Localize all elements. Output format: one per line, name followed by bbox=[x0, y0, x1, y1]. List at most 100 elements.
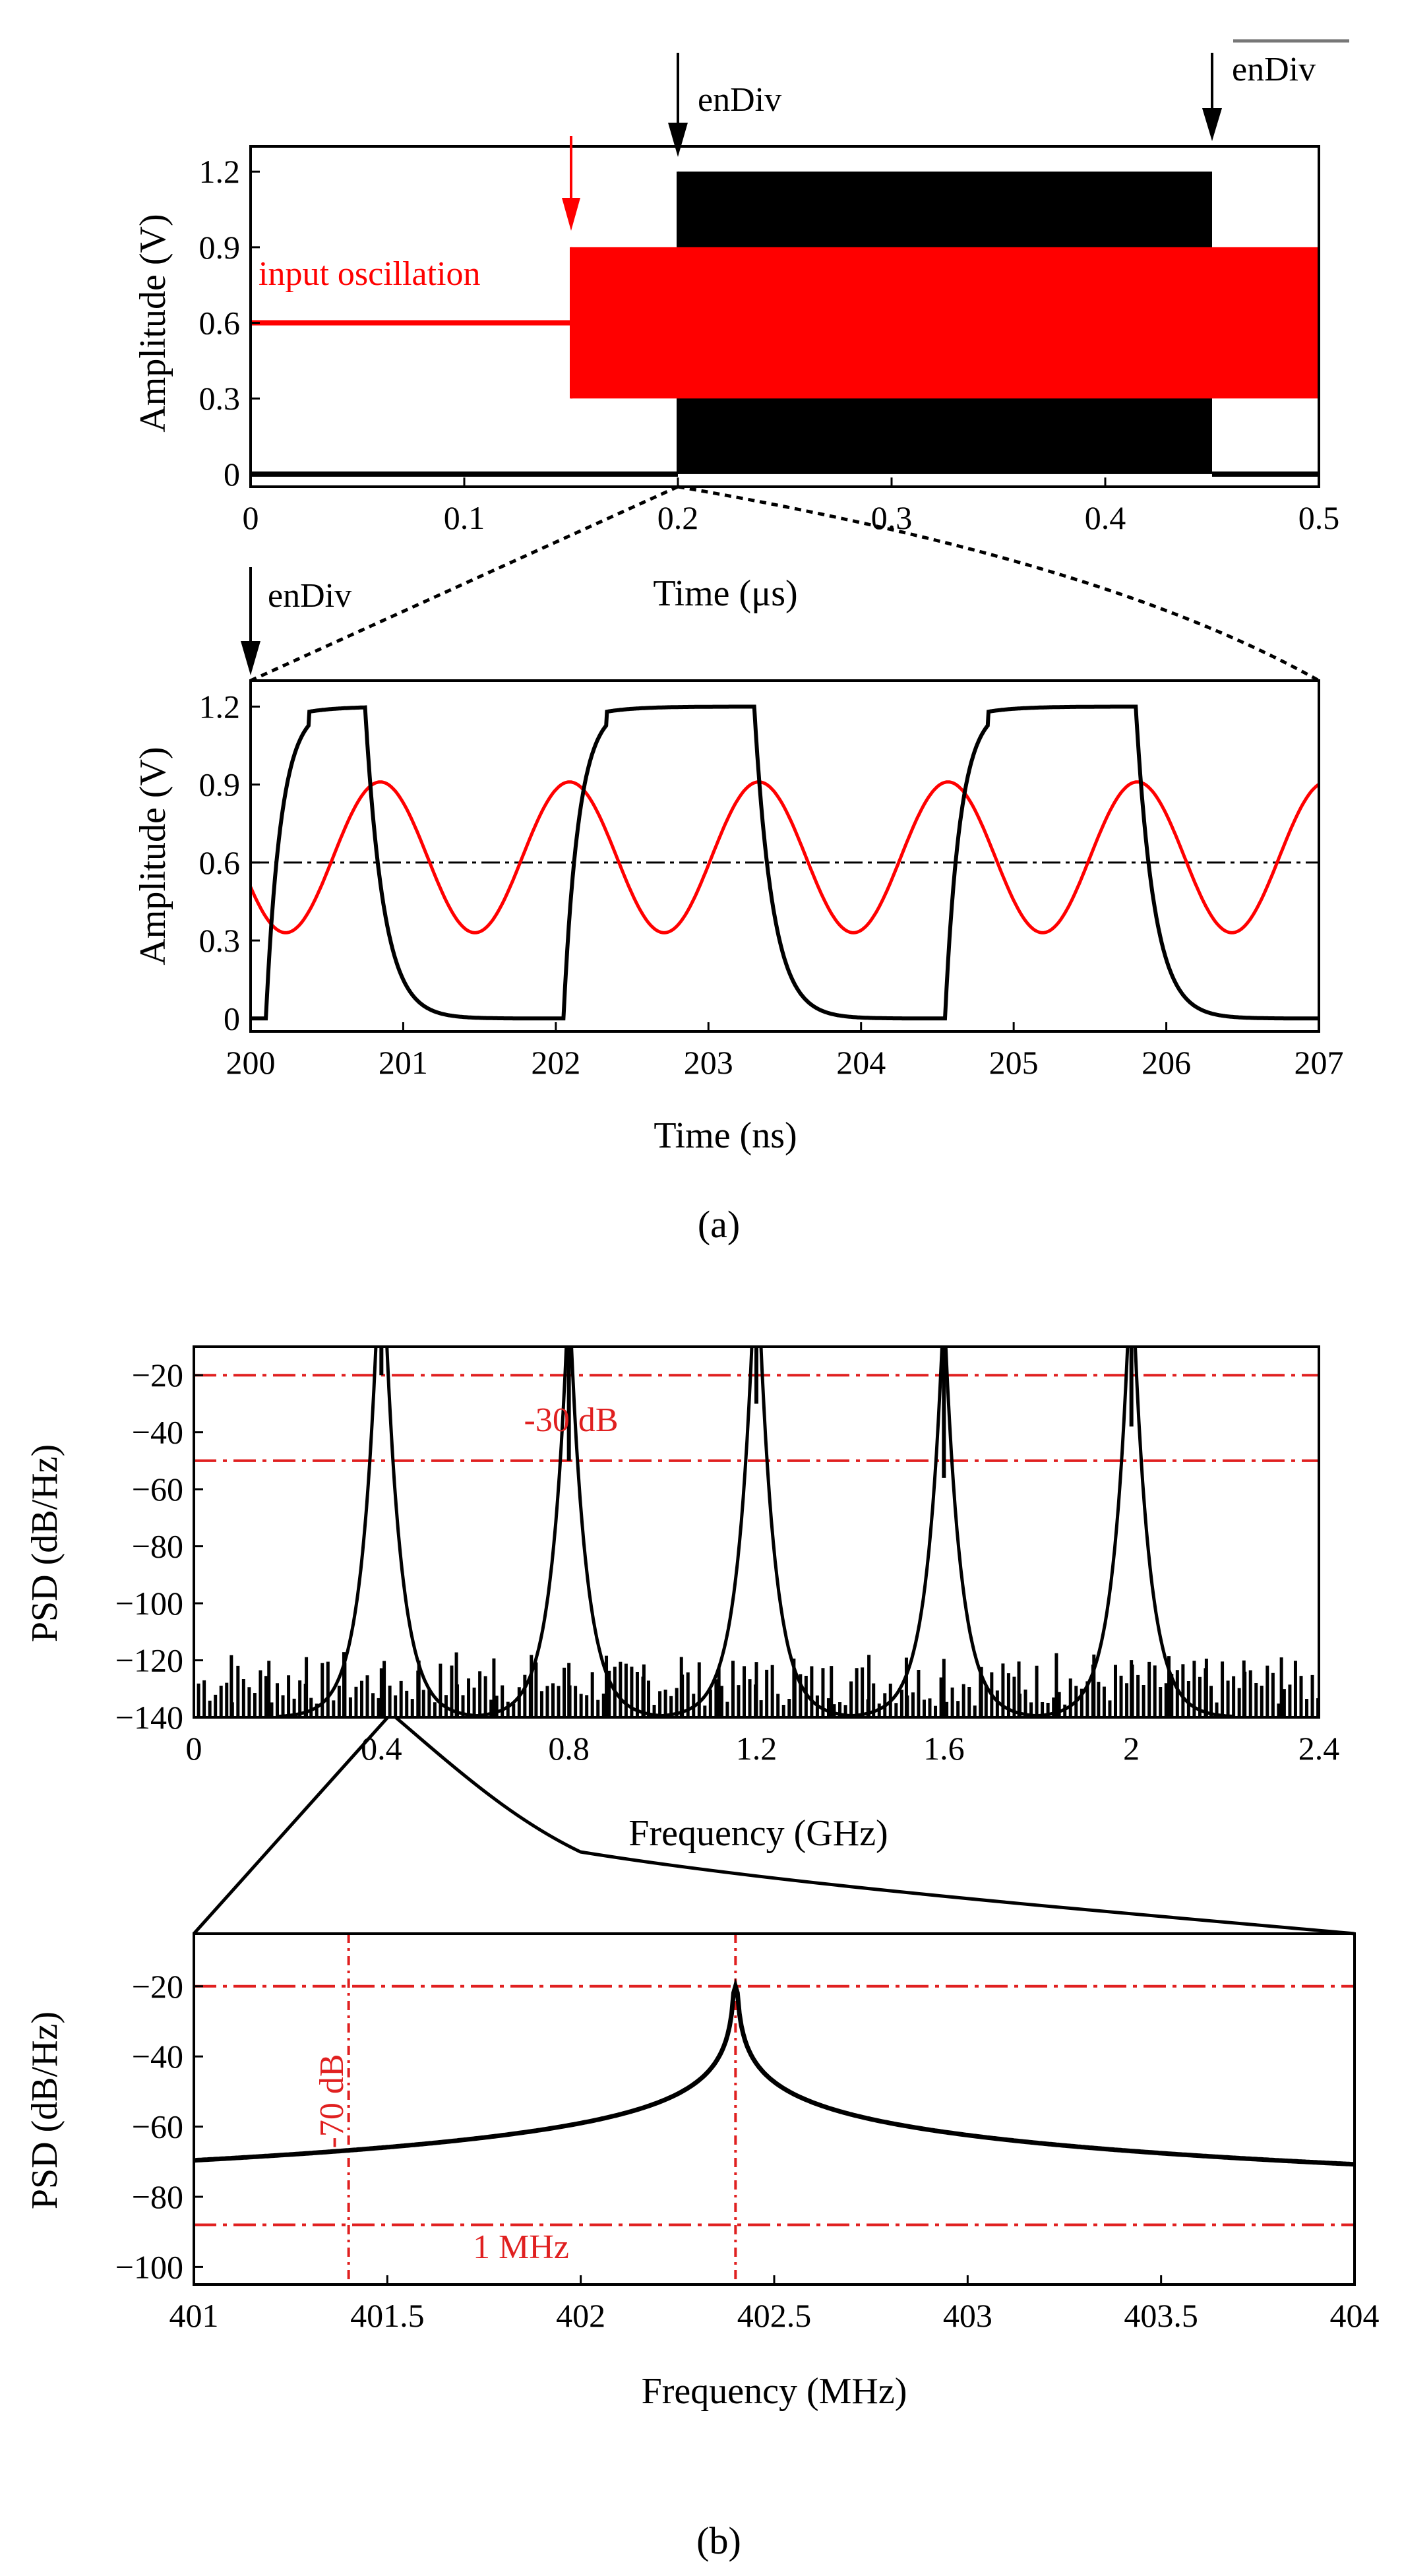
b2-x-tick-label: 403 bbox=[943, 2297, 992, 2334]
a2-x-tick-label: 205 bbox=[989, 1044, 1039, 1081]
a2-y-tick-label: 0 bbox=[224, 1000, 240, 1037]
a2-endiv-label: enDiv bbox=[268, 577, 351, 615]
a2-x-tick-label: 203 bbox=[684, 1044, 733, 1081]
b2-y-tick-label: −60 bbox=[132, 2108, 183, 2145]
b1-x-tick-label: 2 bbox=[1123, 1730, 1140, 1767]
a2-y-axis-label: Amplitude (V) bbox=[133, 747, 173, 965]
a1-endiv-off-arrow bbox=[1202, 53, 1222, 141]
a1-input-oscillation-label: input oscillation bbox=[259, 255, 481, 293]
b1-x-tick-label: 1.6 bbox=[923, 1730, 965, 1767]
b2-y-tick-label: −100 bbox=[115, 2248, 183, 2285]
a1-plot-area bbox=[251, 171, 1319, 477]
b1-x-tick-label: 0.4 bbox=[361, 1730, 402, 1767]
b1-y-axis-label: PSD (dB/Hz) bbox=[24, 1444, 65, 1642]
b1-y-tick-label: −140 bbox=[115, 1699, 183, 1736]
a1-endiv-off-label: enDiv bbox=[1232, 51, 1316, 88]
b1-y-ticks: −20 −40 −60 −80 −100 −120 −140 bbox=[115, 1357, 203, 1736]
b2-y-tick-label: −80 bbox=[132, 2178, 183, 2215]
a1-y-tick-label: 0.3 bbox=[199, 380, 241, 417]
b2-y-ticks: −20 −40 −60 −80 −100 bbox=[115, 1968, 203, 2285]
a2-series-divider-output bbox=[251, 704, 1319, 1021]
a2-x-axis-label: Time (ns) bbox=[654, 1115, 797, 1156]
a1-x-ticks: 0 0.1 0.2 0.3 0.4 0.5 bbox=[243, 477, 1340, 536]
a2-x-tick-label: 202 bbox=[531, 1044, 580, 1081]
a1-x-tick-label: 0 bbox=[243, 499, 259, 536]
chart-b1: 0 0.4 0.8 1.2 1.6 2 2.4 −20 −40 −60 −80 −100 −120 −1… bbox=[24, 1345, 1340, 1854]
a2-endiv-arrow bbox=[241, 567, 260, 675]
b2-y-tick-label: −20 bbox=[132, 1968, 183, 2005]
b2-psd-curve bbox=[194, 1978, 1355, 2167]
b1-x-axis-label: Frequency (GHz) bbox=[628, 1813, 888, 1854]
a2-x-tick-label: 201 bbox=[379, 1044, 428, 1081]
b2-y-tick-label: −40 bbox=[132, 2038, 183, 2075]
a2-x-ticks: 200 201 202 203 204 205 206 207 bbox=[226, 1022, 1344, 1081]
a2-x-tick-label: 207 bbox=[1295, 1044, 1344, 1081]
a1-y-tick-label: 0.9 bbox=[199, 229, 241, 266]
a2-y-tick-label: 0.9 bbox=[199, 766, 241, 803]
b2-x-tick-label: 401 bbox=[169, 2297, 219, 2334]
a2-x-tick-label: 204 bbox=[836, 1044, 886, 1081]
chart-b2: 401 401.5 402 402.5 403 403.5 404 −20 −40 −60 −80… bbox=[24, 1932, 1380, 2412]
b2-delta-label: -70 dB bbox=[313, 2054, 351, 2149]
a2-frame bbox=[249, 679, 1320, 1033]
a2-y-ticks: 0 0.3 0.6 0.9 1.2 bbox=[199, 688, 260, 1037]
b1-y-tick-label: −60 bbox=[132, 1471, 183, 1508]
b1-x-tick-label: 1.2 bbox=[736, 1730, 777, 1767]
a1-y-ticks: 0 0.3 0.6 0.9 1.2 bbox=[199, 153, 260, 493]
b2-x-tick-label: 403.5 bbox=[1124, 2297, 1198, 2334]
a2-y-tick-label: 1.2 bbox=[199, 688, 241, 725]
a1-y-tick-label: 0 bbox=[224, 456, 240, 493]
a1-x-tick-label: 0.5 bbox=[1298, 499, 1340, 536]
a1-y-tick-label: 1.2 bbox=[199, 153, 241, 190]
b1-x-tick-label: 0 bbox=[186, 1730, 202, 1767]
b2-x-tick-label: 402.5 bbox=[737, 2297, 812, 2334]
b1-y-tick-label: −120 bbox=[115, 1642, 183, 1679]
b1-plot-area bbox=[194, 1347, 1319, 1717]
b2-x-tick-label: 402 bbox=[556, 2297, 605, 2334]
b2-offset-label: 1 MHz bbox=[473, 2228, 569, 2266]
a1-frame bbox=[249, 145, 1320, 488]
chart-a2: 200 201 202 203 204 205 206 207 0 0.3 0.6 0.9 1.2 T… bbox=[133, 567, 1344, 1156]
b2-y-axis-label: PSD (dB/Hz) bbox=[24, 2011, 65, 2209]
a1-x-tick-label: 0.4 bbox=[1085, 499, 1126, 536]
zoom-connector-a bbox=[249, 485, 1320, 683]
b2-x-axis-label: Frequency (MHz) bbox=[642, 2371, 907, 2412]
b1-y-tick-label: −40 bbox=[132, 1414, 183, 1451]
b1-peak-skirt-0 bbox=[278, 1347, 485, 1717]
a1-y-tick-label: 0.6 bbox=[199, 305, 241, 342]
a1-x-tick-label: 0.1 bbox=[444, 499, 485, 536]
a1-input-arrow bbox=[562, 136, 580, 231]
panel-label-b: (b) bbox=[696, 2519, 741, 2562]
b1-delta-label: -30 dB bbox=[524, 1401, 619, 1439]
chart-a1: 0 0.1 0.2 0.3 0.4 0.5 0 0.3 0.6 0.9 1.2 Time (μs)… bbox=[133, 39, 1349, 614]
b2-x-tick-label: 404 bbox=[1330, 2297, 1380, 2334]
b1-x-tick-label: 0.8 bbox=[548, 1730, 590, 1767]
panel-label-a: (a) bbox=[698, 1203, 740, 1246]
a2-x-tick-label: 200 bbox=[226, 1044, 276, 1081]
a1-endiv-on-arrow bbox=[668, 53, 688, 157]
b1-x-tick-label: 2.4 bbox=[1298, 1730, 1340, 1767]
a1-series-1-seg-1 bbox=[571, 247, 1319, 399]
a1-y-axis-label: Amplitude (V) bbox=[133, 214, 173, 432]
a1-x-tick-label: 0.2 bbox=[657, 499, 699, 536]
a2-plot-area bbox=[251, 704, 1319, 1021]
b1-x-ticks: 0 0.4 0.8 1.2 1.6 2 2.4 bbox=[186, 1708, 1340, 1767]
b1-noise-floor bbox=[197, 1652, 1319, 1717]
a1-endiv-on-label: enDiv bbox=[698, 81, 781, 119]
b2-plot-area bbox=[194, 1934, 1355, 2285]
b2-x-ticks: 401 401.5 402 402.5 403 403.5 404 bbox=[169, 2275, 1380, 2334]
a2-y-tick-label: 0.6 bbox=[199, 844, 241, 881]
a2-x-tick-label: 206 bbox=[1142, 1044, 1191, 1081]
a2-y-tick-label: 0.3 bbox=[199, 922, 241, 959]
a1-x-axis-label: Time (μs) bbox=[653, 573, 797, 614]
b1-y-tick-label: −20 bbox=[132, 1357, 183, 1394]
b1-peak-skirt-1 bbox=[466, 1347, 673, 1717]
b1-y-tick-label: −100 bbox=[115, 1585, 183, 1622]
a2-series-input-sine bbox=[251, 780, 1319, 935]
zoom-connector-b bbox=[193, 1716, 1355, 1936]
b1-peak-skirt-3 bbox=[840, 1347, 1047, 1717]
b2-x-tick-label: 401.5 bbox=[350, 2297, 425, 2334]
b1-peak-skirt-2 bbox=[653, 1347, 860, 1717]
b1-peak-skirt-4 bbox=[1028, 1347, 1235, 1717]
